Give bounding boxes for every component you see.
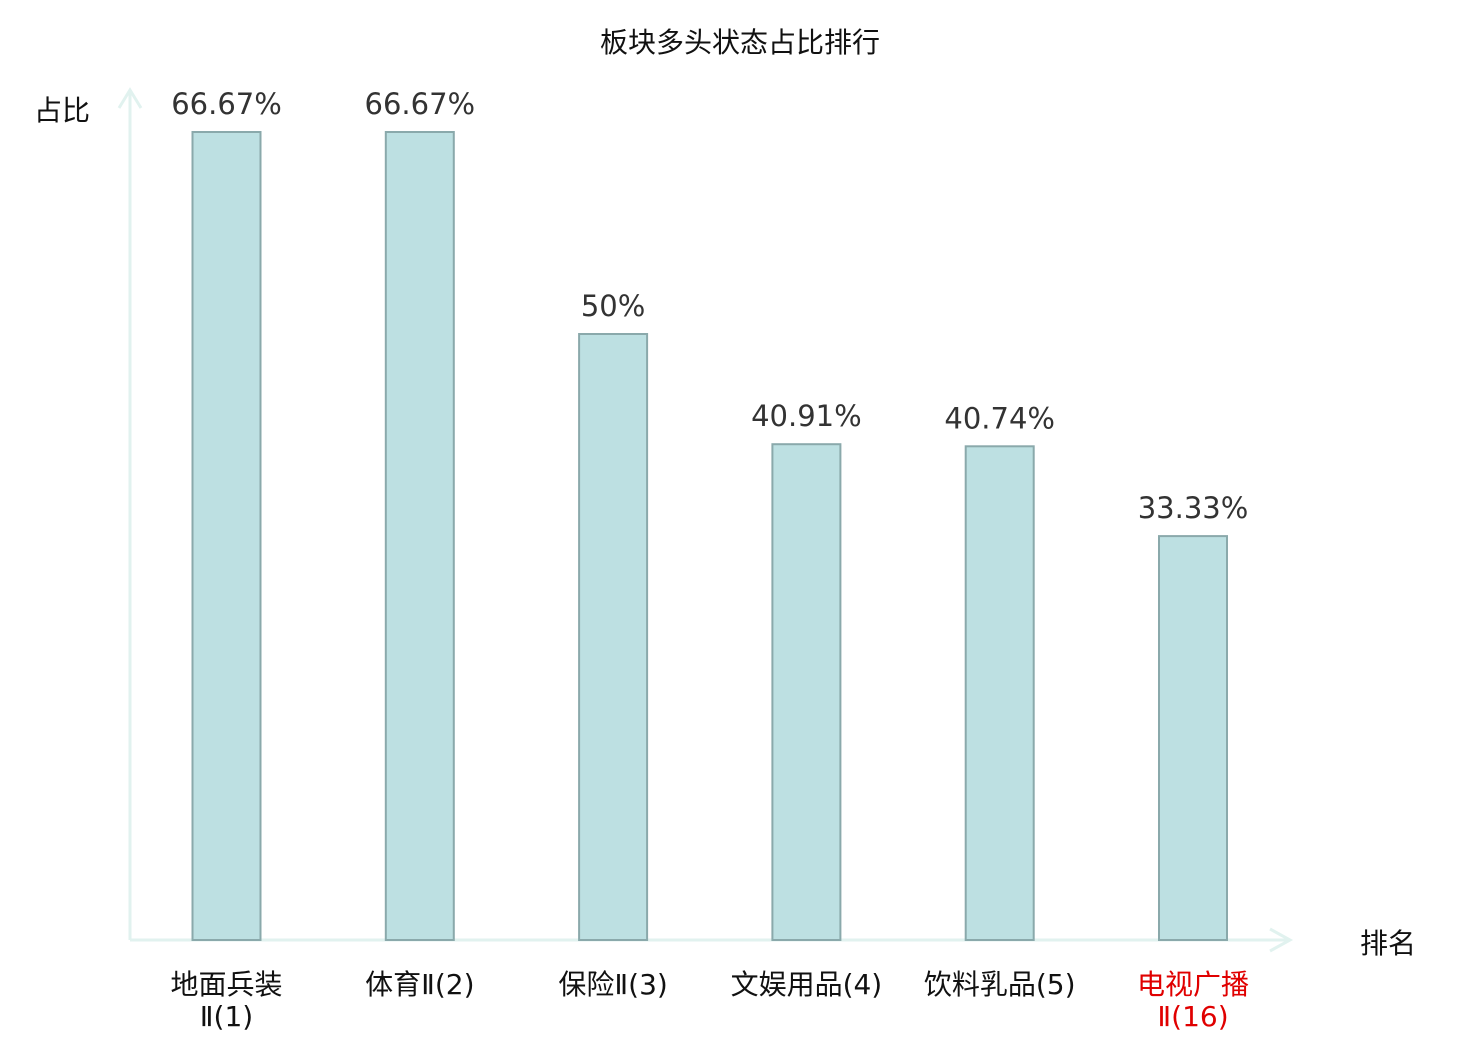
category-label-4: 文娱用品(4) xyxy=(731,968,883,1001)
bar-6 xyxy=(1158,535,1228,941)
bars-group xyxy=(191,131,1228,941)
bar-5 xyxy=(964,445,1035,941)
x-axis-arrow-icon xyxy=(1269,927,1294,953)
category-label-6-line-2: Ⅱ(16) xyxy=(1157,1000,1228,1033)
category-label-6-line-1: 电视广播 xyxy=(1137,968,1249,1001)
value-label-1: 66.67% xyxy=(171,87,282,121)
value-label-6: 33.33% xyxy=(1138,491,1249,525)
value-label-3: 50% xyxy=(581,289,645,323)
y-axis-arrow-icon xyxy=(117,87,143,109)
category-label-2: 体育Ⅱ(2) xyxy=(365,968,474,1001)
category-label-1-line-2: Ⅱ(1) xyxy=(200,1000,253,1033)
value-label-2: 66.67% xyxy=(365,87,476,121)
bar-4 xyxy=(771,443,842,941)
bar-3 xyxy=(578,333,649,941)
category-label-3: 保险Ⅱ(3) xyxy=(558,968,667,1001)
value-label-4: 40.91% xyxy=(751,399,862,433)
chart-title: 板块多头状态占比排行 xyxy=(600,26,880,59)
bar-2 xyxy=(384,131,455,941)
axes: 占比 排名 xyxy=(34,87,1416,960)
y-axis-label: 占比 xyxy=(34,94,90,127)
category-label-5: 饮料乳品(5) xyxy=(924,968,1076,1001)
value-label-5: 40.74% xyxy=(944,401,1055,435)
x-axis-label: 排名 xyxy=(1360,927,1416,960)
value-labels-group: 66.67% 66.67% 50% 40.91% 40.74% 33.33% xyxy=(171,87,1248,525)
bar-1 xyxy=(191,131,262,941)
category-label-1-line-1: 地面兵装 xyxy=(170,968,282,1001)
